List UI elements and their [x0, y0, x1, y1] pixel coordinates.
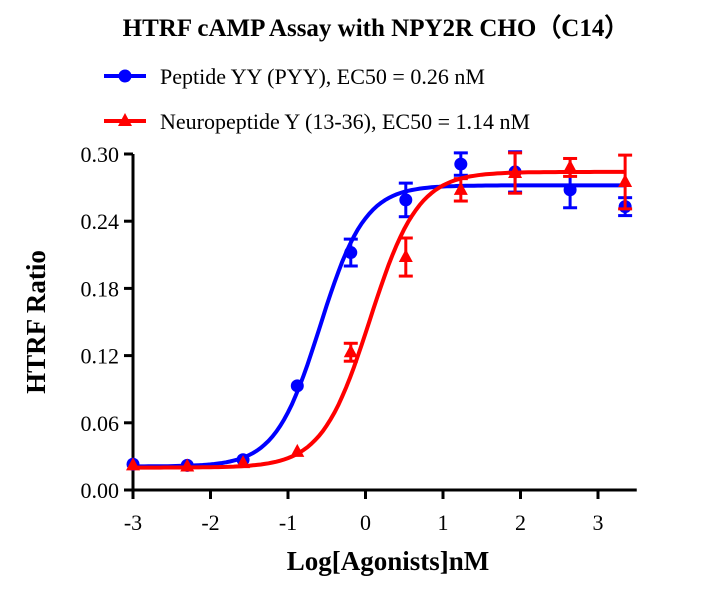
legend-marker-pyy [118, 69, 132, 83]
y-tick-label: 0.12 [81, 344, 120, 369]
x-tick-label: 2 [515, 510, 526, 535]
y-axis-label: HTRF Ratio [21, 250, 51, 394]
y-tick-label: 0.06 [81, 411, 120, 436]
x-tick-label: -3 [124, 510, 142, 535]
y-tick-label: 0.30 [81, 142, 120, 167]
x-tick-label: -1 [279, 510, 297, 535]
legend-label-npy: Neuropeptide Y (13-36), EC50 = 1.14 nM [160, 109, 530, 134]
data-point [453, 181, 468, 195]
data-point [563, 183, 577, 197]
data-point [618, 174, 633, 187]
data-point [126, 457, 140, 471]
data-point [399, 193, 413, 207]
data-point [398, 249, 413, 263]
y-tick-label: 0.18 [81, 276, 120, 301]
x-tick-label: 0 [360, 510, 371, 535]
x-tick-label: 1 [438, 510, 449, 535]
data-point [454, 157, 468, 171]
x-tick-label: 3 [593, 510, 604, 535]
data-point [236, 455, 251, 469]
legend-marker-npy [118, 113, 132, 126]
data-point [344, 246, 358, 260]
chart-title: HTRF cAMP Assay with NPY2R CHO（C14） [123, 13, 630, 42]
legend-label-pyy: Peptide YY (PYY), EC50 = 0.26 nM [160, 64, 485, 89]
data-point [290, 379, 304, 393]
y-tick-label: 0.00 [81, 478, 120, 503]
legend: Peptide YY (PYY), EC50 = 0.26 nM Neurope… [104, 64, 530, 134]
data-point [508, 165, 523, 179]
data-point [343, 344, 358, 358]
data-point [563, 159, 578, 173]
x-tick-label: -2 [201, 510, 219, 535]
y-tick-label: 0.24 [81, 209, 120, 234]
data-point [180, 458, 195, 472]
fit-curve-0 [133, 183, 626, 469]
data-point [290, 443, 305, 457]
x-axis-label: Log[Agonists]nM [287, 546, 490, 576]
fit-curve-1 [133, 169, 626, 470]
